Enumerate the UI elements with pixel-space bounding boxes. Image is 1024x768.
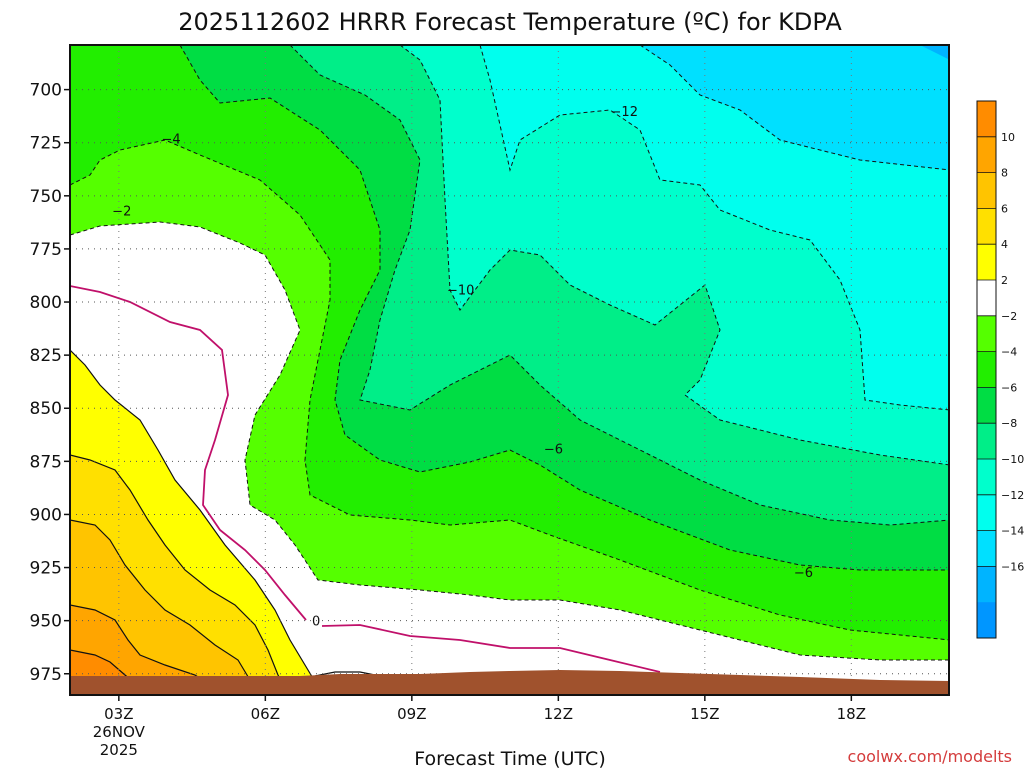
colorbar-swatch [977, 494, 996, 532]
y-tick-label: 700 [30, 81, 62, 101]
colorbar-swatch [977, 172, 996, 209]
colorbar-swatch [977, 101, 996, 138]
contour-label: 0 [312, 615, 320, 630]
x-tick-label: 09Z [397, 705, 426, 723]
colorbar-label: −14 [1001, 525, 1024, 538]
colorbar-swatch [977, 244, 996, 281]
y-axis: 700 725 750 775 800 825 850 875 900 925 950 975 [30, 81, 70, 685]
contour-label: −6 [544, 443, 563, 458]
x-tick-label: 03Z [104, 705, 133, 723]
contour-label: −10 [447, 283, 474, 298]
y-tick-label: 850 [30, 399, 62, 419]
x-axis-label: Forecast Time (UTC) [414, 748, 605, 768]
contour-label: −2 [112, 205, 131, 220]
y-tick-label: 825 [30, 346, 62, 366]
colorbar-label: 2 [1001, 274, 1008, 287]
colorbar-label: 4 [1001, 238, 1008, 251]
colorbar-label: 8 [1001, 167, 1008, 180]
colorbar-label: −10 [1001, 453, 1024, 466]
colorbar-label: −6 [1001, 381, 1017, 394]
colorbar-swatch [977, 530, 996, 567]
gridlines [70, 45, 949, 695]
contour-labels: −12 −4 −2 −10 −6 −6 0 [112, 105, 813, 630]
colorbar-label: −2 [1001, 310, 1017, 323]
x-tick-label: 12Z [544, 705, 573, 723]
x-tick-label: 18Z [837, 705, 866, 723]
colorbar-label: 10 [1001, 131, 1015, 144]
colorbar-label: −8 [1001, 417, 1017, 430]
y-tick-label: 750 [30, 187, 62, 207]
colorbar-swatch [977, 208, 996, 245]
colorbar: 10 8 6 4 2 −2 −4 −6 −8 −10 −12 −14 −16 [976, 100, 1024, 639]
colorbar-label: 6 [1001, 202, 1008, 215]
positive-contours [70, 349, 381, 695]
y-tick-label: 900 [30, 505, 62, 525]
y-tick-label: 775 [30, 240, 62, 260]
credit-text: coolwx.com/modelts [848, 747, 1012, 766]
colorbar-swatch [977, 280, 996, 317]
contour-lines [70, 45, 949, 661]
y-tick-label: 950 [30, 612, 62, 632]
field-cold-band [640, 45, 949, 170]
y-tick-label: 725 [30, 134, 62, 154]
field-coldest-band [920, 45, 949, 60]
colorbar-swatch [977, 423, 996, 460]
y-tick-label: 800 [30, 293, 62, 313]
colorbar-swatch [977, 566, 996, 603]
y-tick-label: 975 [30, 665, 62, 685]
y-tick-label: 925 [30, 559, 62, 579]
contour-label: −4 [161, 132, 180, 147]
freezing-contour [70, 285, 307, 621]
x-tick-label: 15Z [690, 705, 719, 723]
colorbar-label: −12 [1001, 489, 1024, 502]
chart-title: 2025112602 HRRR Forecast Temperature (ºC… [178, 8, 842, 36]
contour-label: −6 [794, 566, 813, 581]
plot-frame [69, 44, 950, 696]
colorbar-label: −4 [1001, 346, 1017, 359]
plot-area: −12 −4 −2 −10 −6 −6 0 [70, 45, 949, 695]
y-tick-label: 875 [30, 452, 62, 472]
terrain [70, 670, 949, 695]
colorbar-label: −16 [1001, 560, 1024, 573]
colorbar-swatch [977, 315, 996, 353]
colorbar-swatch [977, 136, 996, 174]
x-tick-year: 2025 [100, 741, 138, 759]
colorbar-swatch [977, 459, 996, 496]
colorbar-frame [976, 100, 997, 639]
freezing-contour-low [321, 624, 661, 673]
x-tick-date: 26NOV [93, 723, 146, 741]
colorbar-swatch [977, 351, 996, 388]
x-tick-label: 06Z [251, 705, 280, 723]
field-white-band [70, 222, 949, 695]
colorbar-swatch [977, 602, 996, 639]
contour-label: −12 [611, 105, 638, 120]
colorbar-swatch [977, 387, 996, 424]
